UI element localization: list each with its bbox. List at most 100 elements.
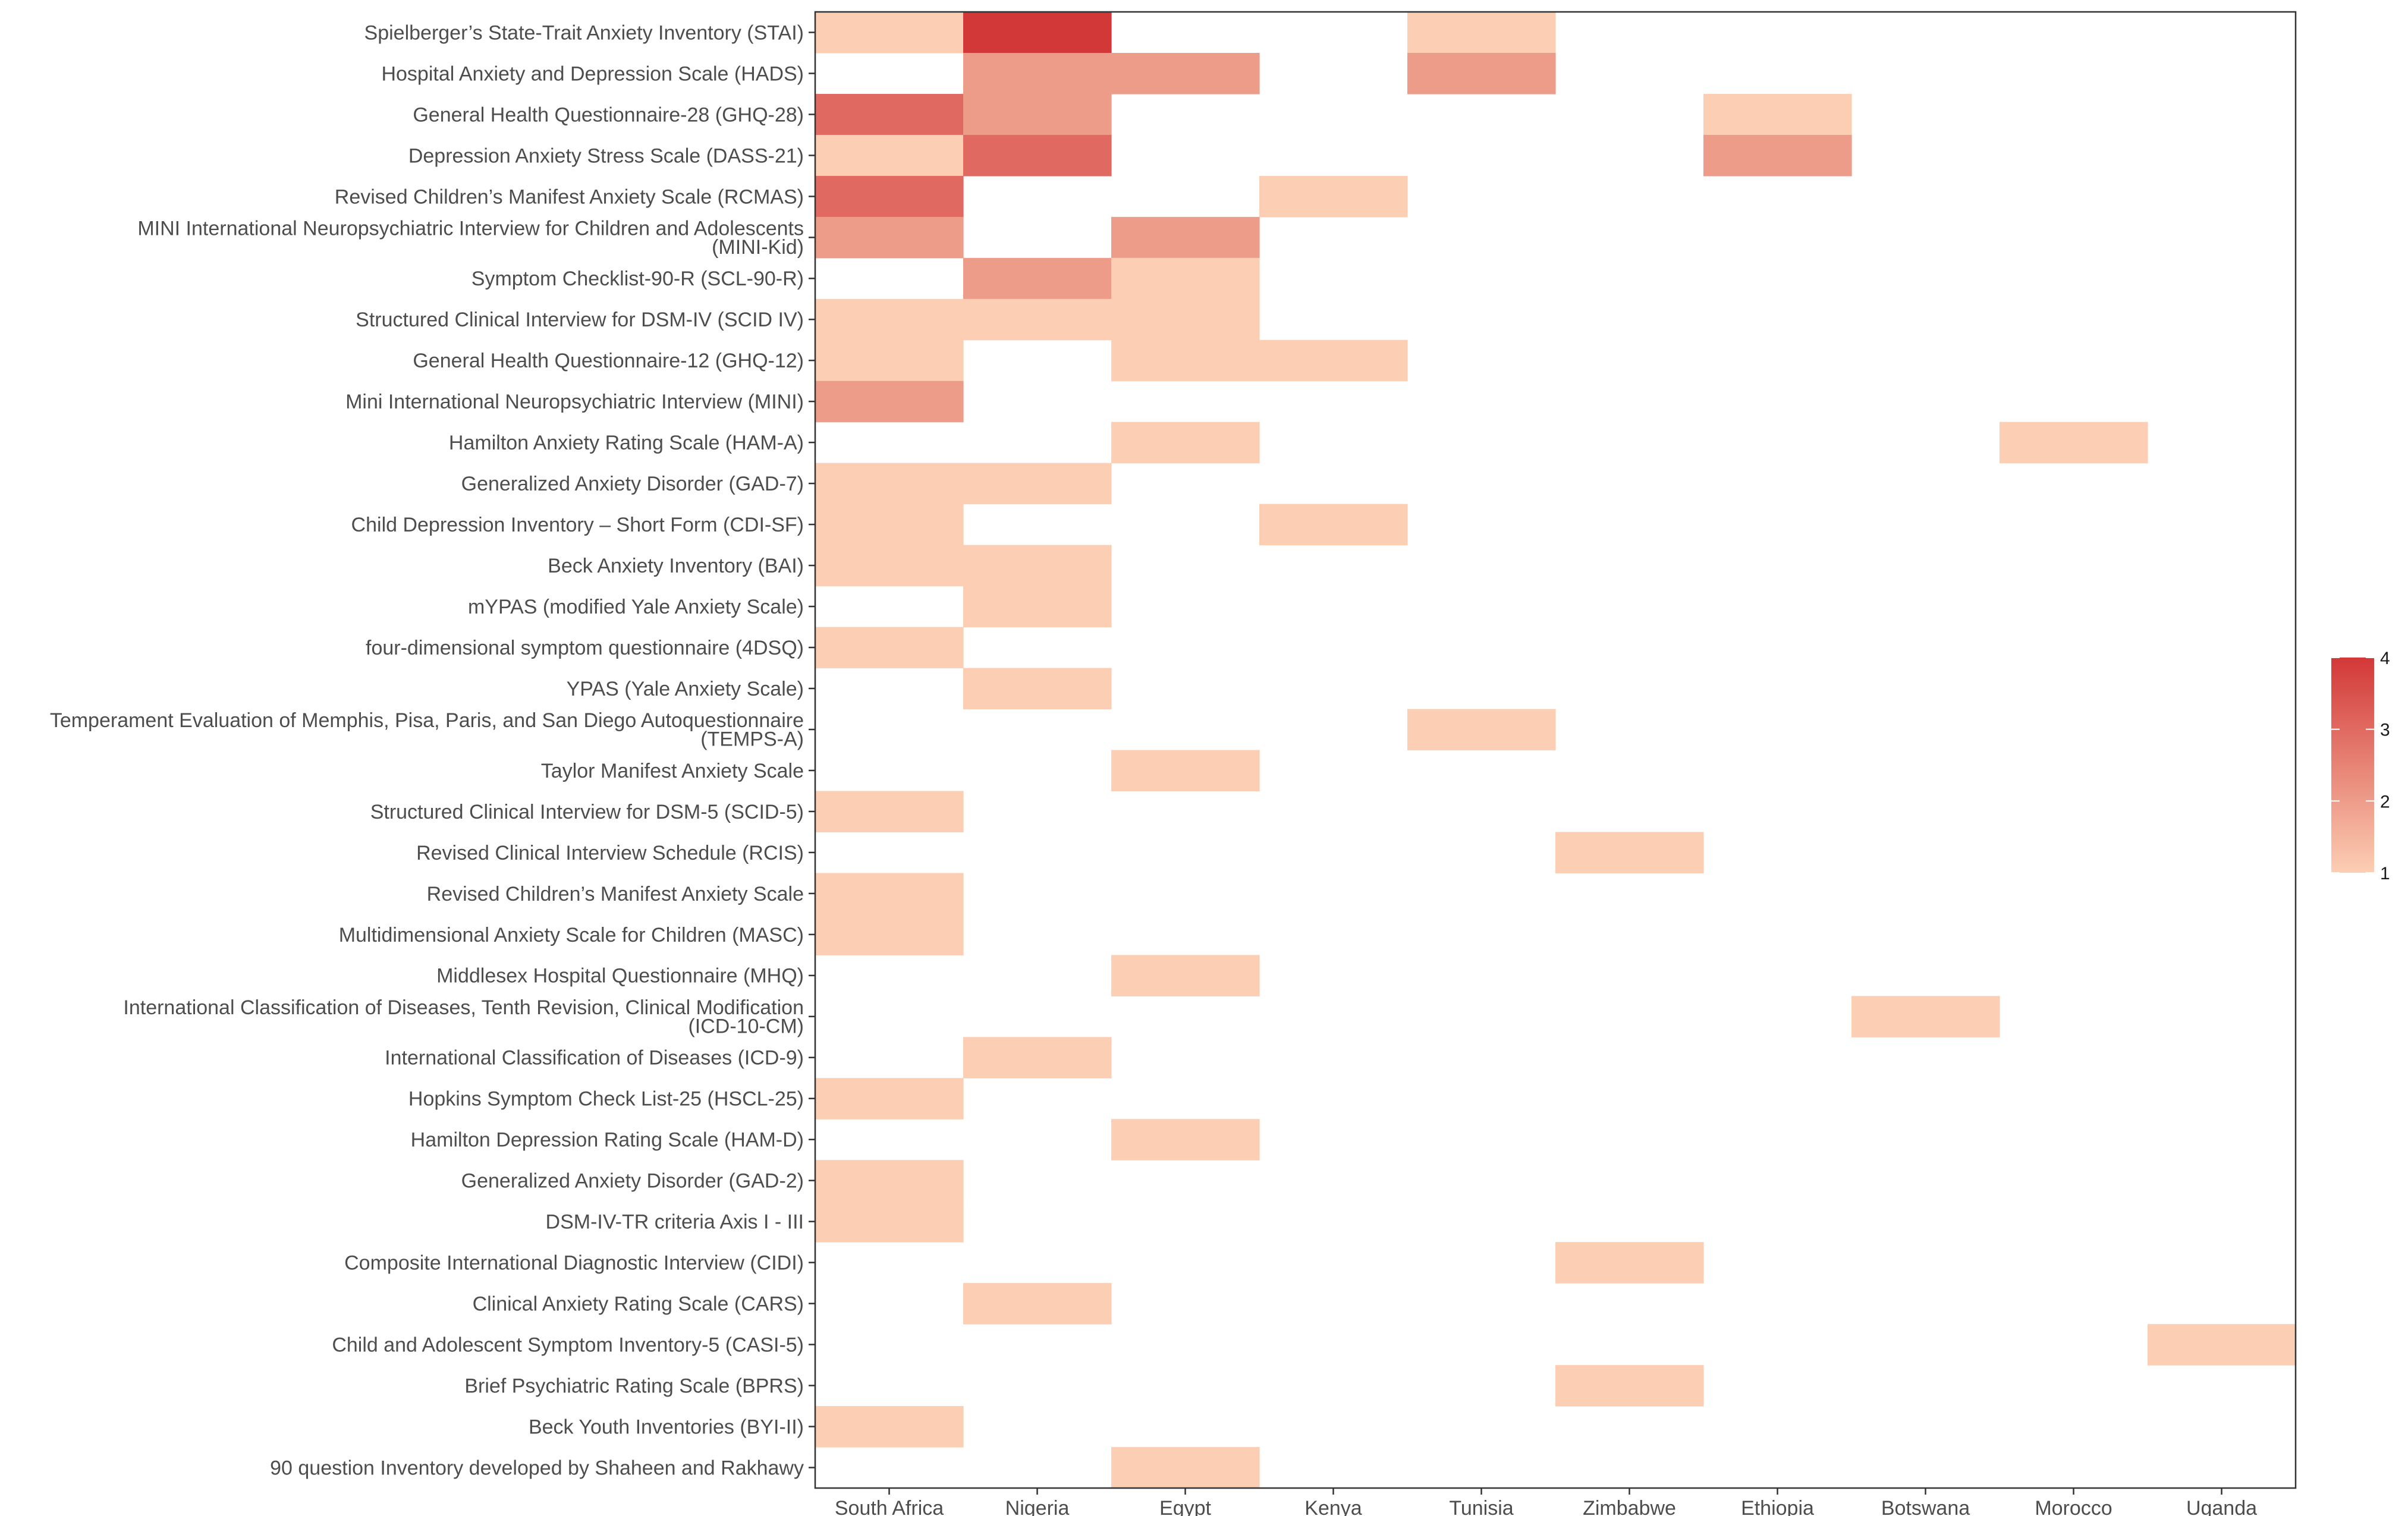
- y-tick-label-line: General Health Questionnaire-28 (GHQ-28): [413, 103, 804, 126]
- heatmap-cell: [815, 216, 964, 259]
- y-tick-label: Revised Clinical Interview Schedule (RCI…: [416, 842, 804, 864]
- y-tick-label: MINI International Neuropsychiatric Inte…: [137, 217, 804, 259]
- y-tick-label: Structured Clinical Interview for DSM-5 …: [370, 801, 804, 823]
- y-tick-label-line: Clinical Anxiety Rating Scale (CARS): [473, 1293, 804, 1316]
- heatmap-cell: [815, 873, 964, 914]
- heatmap-cell: [1111, 750, 1260, 792]
- heatmap-cell: [963, 257, 1112, 300]
- y-tick-label-line: International Classification of Diseases…: [123, 996, 804, 1019]
- heatmap-cell: [815, 380, 964, 423]
- heatmap-cell: [815, 1406, 964, 1448]
- y-tick-label-line: Temperament Evaluation of Memphis, Pisa,…: [50, 709, 804, 732]
- y-tick-label-line: (TEMPS-A): [700, 728, 804, 751]
- heatmap-cell: [1259, 339, 1408, 382]
- y-tick-label: General Health Questionnaire-12 (GHQ-12): [413, 350, 804, 372]
- x-tick-label: Kenya: [1304, 1497, 1362, 1516]
- heatmap-cell: [1111, 422, 1260, 464]
- heatmap-cell: [815, 463, 964, 505]
- heatmap-cell: [1555, 1365, 1704, 1407]
- y-tick-label-line: Composite International Diagnostic Inter…: [344, 1252, 804, 1275]
- y-tick-label: Clinical Anxiety Rating Scale (CARS): [473, 1293, 804, 1316]
- heatmap-cell: [963, 134, 1112, 177]
- heatmap-cell: [963, 668, 1112, 710]
- y-tick-label-line: Mini International Neuropsychiatric Inte…: [345, 391, 804, 413]
- heatmap-cell: [815, 791, 964, 833]
- y-tick-label-line: DSM-IV-TR criteria Axis I - III: [546, 1211, 804, 1234]
- y-tick-label: Child Depression Inventory – Short Form …: [351, 514, 804, 536]
- y-tick-label: mYPAS (modified Yale Anxiety Scale): [468, 596, 804, 618]
- y-tick-label: four-dimensional symptom questionnaire (…: [366, 637, 804, 659]
- y-tick-label-line: Child and Adolescent Symptom Inventory-5…: [332, 1333, 804, 1356]
- y-tick-label: Middlesex Hospital Questionnaire (MHQ): [436, 965, 804, 987]
- heatmap-cell: [1111, 1447, 1260, 1489]
- y-tick-label: 90 question Inventory developed by Shahe…: [270, 1457, 804, 1479]
- heatmap-cell: [963, 545, 1112, 587]
- y-tick-label-line: Symptom Checklist-90-R (SCL-90-R): [471, 268, 804, 290]
- y-tick-label-line: Structured Clinical Interview for DSM-IV…: [356, 309, 804, 331]
- heatmap-cell: [1703, 93, 1852, 136]
- colorbar: [2331, 658, 2374, 873]
- y-tick-label-line: Hopkins Symptom Check List-25 (HSCL-25): [408, 1088, 804, 1111]
- y-tick-label: Hamilton Anxiety Rating Scale (HAM-A): [449, 432, 804, 454]
- y-tick-label-line: Multidimensional Anxiety Scale for Child…: [339, 924, 804, 946]
- y-tick-label-line: Middlesex Hospital Questionnaire (MHQ): [436, 965, 804, 987]
- heatmap-cell: [815, 175, 964, 218]
- colorbar-tick-label: 2: [2380, 792, 2390, 812]
- y-tick-label-line: Beck Youth Inventories (BYI-II): [529, 1416, 804, 1438]
- heatmap-cell: [815, 504, 964, 546]
- y-tick-label: Hopkins Symptom Check List-25 (HSCL-25): [408, 1088, 804, 1111]
- x-tick-label: Tunisia: [1449, 1497, 1513, 1516]
- y-tick-label: Structured Clinical Interview for DSM-IV…: [356, 309, 804, 331]
- y-tick-label-line: Brief Psychiatric Rating Scale (BPRS): [464, 1375, 804, 1397]
- heatmap-cell: [2148, 1324, 2296, 1366]
- colorbar-tick-label: 1: [2380, 864, 2390, 883]
- y-tick-label: Child and Adolescent Symptom Inventory-5…: [332, 1333, 804, 1356]
- heatmap-cell: [963, 1037, 1112, 1078]
- heatmap-cell: [815, 339, 964, 382]
- panel-border: [814, 11, 2297, 1489]
- x-tick-label: Botswana: [1881, 1497, 1970, 1516]
- heatmap-cell: [1555, 832, 1704, 874]
- y-tick-label: General Health Questionnaire-28 (GHQ-28): [413, 103, 804, 126]
- y-tick-label: Depression Anxiety Stress Scale (DASS-21…: [408, 144, 804, 167]
- y-tick-label-line: Revised Children’s Manifest Anxiety Scal…: [335, 185, 804, 208]
- heatmap-cell: [815, 1201, 964, 1243]
- y-tick-label-line: Generalized Anxiety Disorder (GAD-2): [461, 1170, 804, 1193]
- heatmap-cell: [1111, 52, 1260, 95]
- y-tick-label-line: International Classification of Diseases…: [385, 1047, 804, 1070]
- heatmap-cell: [1111, 298, 1260, 341]
- x-tick-label: Zimbabwe: [1583, 1497, 1676, 1516]
- y-tick-label: Composite International Diagnostic Inter…: [344, 1252, 804, 1275]
- y-axis: Spielberger’s State-Trait Anxiety Invent…: [50, 21, 815, 1479]
- y-tick-label: Hamilton Depression Rating Scale (HAM-D): [411, 1129, 804, 1152]
- heatmap-cell: [963, 52, 1112, 95]
- y-tick-label-line: Revised Children’s Manifest Anxiety Scal…: [427, 883, 804, 905]
- y-tick-label: Symptom Checklist-90-R (SCL-90-R): [471, 268, 804, 290]
- heatmap-cell: [1111, 339, 1260, 382]
- y-tick-label-line: Taylor Manifest Anxiety Scale: [541, 760, 804, 782]
- colorbar-tick-label: 4: [2380, 649, 2390, 668]
- y-tick-label: Generalized Anxiety Disorder (GAD-2): [461, 1170, 804, 1193]
- y-tick-label-line: General Health Questionnaire-12 (GHQ-12): [413, 350, 804, 372]
- y-tick-label-line: (MINI-Kid): [712, 236, 804, 259]
- x-tick-label: Egypt: [1159, 1497, 1211, 1516]
- heatmap-cell: [1407, 709, 1556, 751]
- x-tick-label: Ethiopia: [1741, 1497, 1814, 1516]
- heatmap-cell: [1111, 1119, 1260, 1160]
- y-tick-label-line: Hamilton Depression Rating Scale (HAM-D): [411, 1129, 804, 1152]
- y-tick-label: Spielberger’s State-Trait Anxiety Invent…: [364, 21, 804, 44]
- y-tick-label: International Classification of Diseases…: [123, 996, 804, 1038]
- heatmap-cell: [815, 627, 964, 669]
- y-tick-label-line: Structured Clinical Interview for DSM-5 …: [370, 801, 804, 823]
- y-tick-label-line: Child Depression Inventory – Short Form …: [351, 514, 804, 536]
- heatmap-cell: [1703, 134, 1852, 177]
- y-tick-label: Mini International Neuropsychiatric Inte…: [345, 391, 804, 413]
- heatmap-cell: [1111, 216, 1260, 259]
- colorbar-tick-label: 3: [2380, 721, 2390, 740]
- y-tick-label-line: Spielberger’s State-Trait Anxiety Invent…: [364, 21, 804, 44]
- y-tick-label: Hospital Anxiety and Depression Scale (H…: [381, 62, 804, 85]
- y-tick-label: Beck Anxiety Inventory (BAI): [548, 555, 804, 577]
- y-tick-label: Revised Children’s Manifest Anxiety Scal…: [427, 883, 804, 905]
- heatmap-cell: [815, 93, 964, 136]
